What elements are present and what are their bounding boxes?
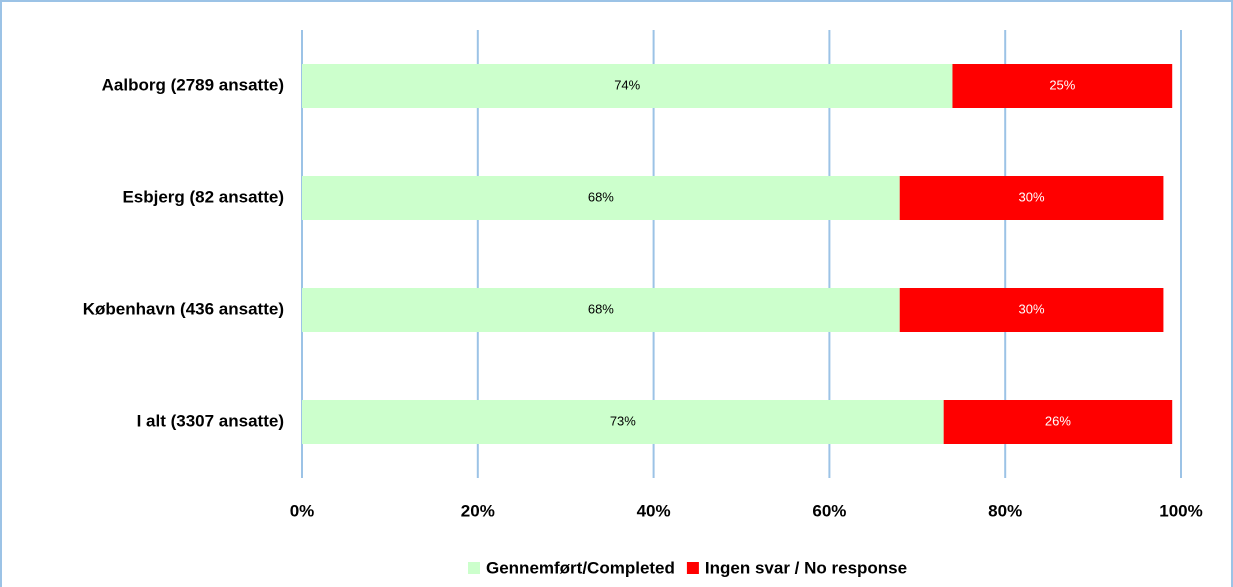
bar-segment	[952, 64, 1173, 108]
legend-label: Ingen svar / No response	[705, 558, 907, 577]
data-label: 26%	[1045, 413, 1071, 428]
x-tick-label: 40%	[637, 501, 671, 520]
data-label: 30%	[1019, 189, 1045, 204]
bar-segment	[943, 400, 1173, 444]
bar-segment	[899, 288, 1164, 332]
data-label: 68%	[588, 189, 614, 204]
bar-segment	[302, 176, 900, 220]
y-tick-label: København (436 ansatte)	[83, 299, 284, 318]
legend-swatch	[686, 562, 699, 574]
y-tick-label: Aalborg (2789 ansatte)	[102, 75, 284, 94]
bar-segment	[899, 176, 1164, 220]
bar-segment	[302, 64, 953, 108]
legend-label: Gennemført/Completed	[486, 558, 675, 577]
legend-swatch	[468, 562, 480, 574]
bar-segment	[302, 400, 944, 444]
data-label: 30%	[1019, 301, 1045, 316]
data-label: 73%	[610, 413, 636, 428]
data-label: 25%	[1049, 77, 1075, 92]
x-tick-label: 100%	[1159, 501, 1202, 520]
y-tick-label: Esbjerg (82 ansatte)	[122, 187, 284, 206]
x-tick-label: 20%	[461, 501, 495, 520]
y-tick-label: I alt (3307 ansatte)	[137, 411, 284, 430]
data-label: 74%	[614, 77, 640, 92]
x-tick-label: 60%	[812, 501, 846, 520]
x-tick-label: 80%	[988, 501, 1022, 520]
data-label: 68%	[588, 301, 614, 316]
x-tick-label: 0%	[290, 501, 315, 520]
bar-segment	[302, 288, 900, 332]
